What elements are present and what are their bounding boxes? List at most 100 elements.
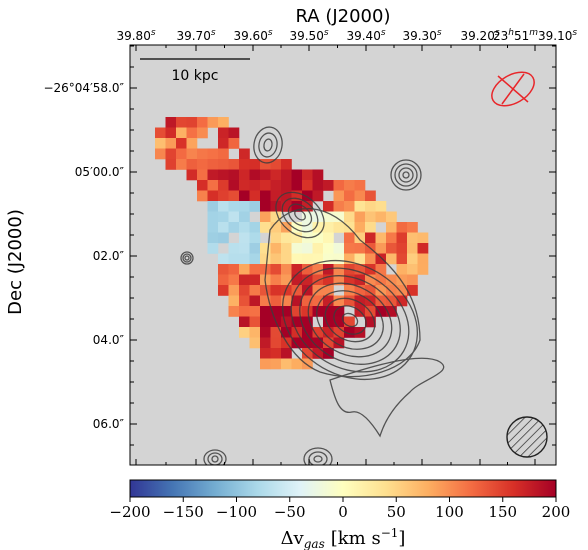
map-pixel: [239, 148, 250, 160]
map-pixel: [344, 295, 355, 307]
map-pixel: [239, 274, 250, 286]
map-pixel: [323, 295, 334, 307]
map-pixel: [249, 264, 261, 275]
map-pixel: [291, 190, 303, 202]
map-pixel: [354, 211, 366, 223]
map-pixel: [344, 327, 355, 338]
map-pixel: [375, 253, 387, 265]
map-pixel: [270, 169, 282, 181]
colorbar-gradient: [129, 479, 557, 498]
map-pixel: [218, 222, 229, 233]
contour-line: [258, 132, 278, 158]
map-pixel: [386, 243, 397, 254]
map-pixel: [417, 243, 429, 254]
map-pixel: [239, 253, 250, 265]
map-pixel: [386, 285, 397, 296]
colorbar-tick-label: −150: [163, 503, 204, 521]
map-pixel: [260, 190, 271, 202]
map-pixel: [312, 180, 324, 191]
map-pixel: [165, 148, 177, 160]
map-pixel: [207, 243, 219, 254]
map-pixel: [228, 138, 240, 149]
map-pixel: [375, 243, 387, 254]
map-pixel: [291, 295, 303, 307]
map-pixel: [270, 274, 282, 286]
map-pixel: [365, 264, 376, 275]
map-pixel: [333, 306, 345, 317]
map-pixel: [249, 243, 261, 254]
map-pixel: [281, 358, 292, 370]
map-pixel: [291, 180, 303, 191]
map-pixel: [218, 169, 229, 181]
map-pixel: [218, 201, 229, 212]
map-pixel: [386, 295, 397, 307]
map-pixel: [270, 243, 282, 254]
map-pixel: [365, 316, 376, 328]
map-pixel: [270, 211, 282, 223]
map-pixel: [186, 138, 198, 149]
map-pixel: [323, 222, 334, 233]
left-tick-labels: −26°04′58.0″ 05′00.0″ 02.0″ 04.0″ 06.0″: [43, 81, 124, 431]
map-pixel: [312, 243, 324, 254]
map-pixel: [323, 232, 334, 244]
map-pixel: [249, 327, 261, 338]
map-pixel: [407, 232, 418, 244]
map-pixel: [291, 169, 303, 181]
map-pixel: [207, 117, 219, 128]
map-pixel: [344, 232, 355, 244]
map-pixel: [197, 169, 208, 181]
map-pixel: [281, 190, 292, 202]
colorbar-tick-label: −100: [216, 503, 257, 521]
map-pixel: [344, 201, 355, 212]
map-pixel: [312, 264, 324, 275]
map-pixel: [260, 169, 271, 181]
map-pixel: [249, 274, 261, 286]
map-pixel: [407, 285, 418, 296]
map-pixel: [281, 159, 292, 170]
contour-line: [303, 447, 333, 465]
map-pixel: [186, 169, 198, 181]
map-pixel: [249, 306, 261, 317]
map-pixel: [365, 232, 376, 244]
map-pixel: [249, 232, 261, 244]
map-pixel: [333, 180, 345, 191]
map-pixel: [239, 295, 250, 307]
map-pixel: [302, 180, 313, 191]
map-pixel: [165, 159, 177, 170]
map-pixel: [323, 316, 334, 328]
map-pixel: [354, 243, 366, 254]
map-pixel: [312, 348, 324, 359]
map-pixel: [333, 337, 345, 349]
map-pixel: [228, 264, 240, 275]
contour-line: [211, 455, 219, 463]
map-pixel: [291, 243, 303, 254]
map-pixel: [218, 148, 229, 160]
map-pixel: [270, 232, 282, 244]
map-pixel: [354, 180, 366, 191]
map-pixel: [270, 190, 282, 202]
map-pixel: [207, 159, 219, 170]
map-pixel: [249, 190, 261, 202]
contour-line: [294, 209, 306, 221]
map-pixel: [302, 358, 313, 370]
contour-line: [263, 138, 273, 152]
map-pixel: [207, 190, 219, 202]
map-pixel: [365, 211, 376, 223]
map-pixel: [249, 201, 261, 212]
map-pixel: [228, 274, 240, 286]
map-pixel: [375, 274, 387, 286]
map-pixel: [407, 222, 418, 233]
map-pixel: [344, 211, 355, 223]
map-pixel: [218, 211, 229, 223]
left-tick-label: −26°04′58.0″: [43, 81, 124, 95]
map-pixel: [281, 348, 292, 359]
contour-line: [329, 357, 445, 438]
map-pixel: [375, 306, 387, 317]
left-tick-label: 05′00.0″: [75, 165, 125, 179]
beam-marker: [506, 416, 548, 458]
map-pixel: [333, 327, 345, 338]
left-tick-label: 04.0″: [93, 333, 125, 347]
map-pixel: [228, 201, 240, 212]
contour-line: [207, 452, 223, 465]
